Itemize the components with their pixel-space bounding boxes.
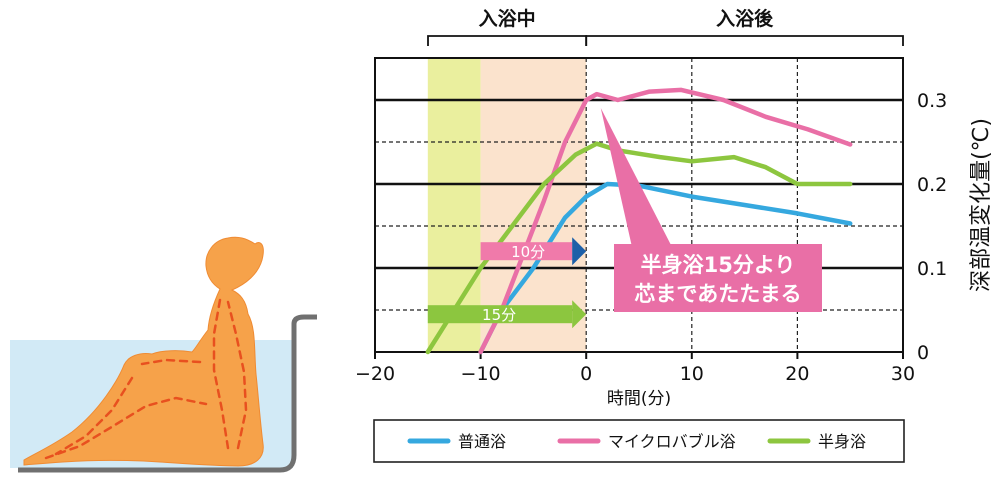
legend-label: マイクロバブル浴	[608, 432, 736, 451]
phase-bracket	[427, 35, 588, 46]
annotation-text: 半身浴15分より	[641, 253, 796, 277]
chart-area: −20 −10 0 10 20 3000.10.20.3時間(分)深部温変化量(℃)入浴中…	[355, 7, 994, 463]
annotation-pointer	[600, 108, 672, 247]
x-tick-label: 20	[785, 363, 809, 385]
legend-box	[373, 419, 905, 463]
flow-arrow	[140, 358, 202, 366]
phase-label: 入浴後	[716, 7, 774, 30]
duration-arrow-head	[572, 300, 587, 329]
shaded-region	[427, 58, 481, 352]
duration-arrow-head	[572, 237, 587, 266]
y-tick-label: 0.1	[917, 258, 947, 280]
x-tick-label: 0	[580, 363, 592, 385]
duration-arrow-label: 15分	[482, 306, 516, 324]
flow-arrow	[54, 376, 134, 456]
x-axis-title: 時間(分)	[607, 389, 671, 409]
phase-label: 入浴中	[479, 7, 536, 30]
x-tick-label: −20	[355, 363, 395, 385]
duration-arrow-body	[427, 305, 573, 324]
flow-arrow	[212, 298, 230, 450]
series-line	[425, 141, 853, 355]
plot-frame	[374, 57, 904, 353]
annotation-box	[614, 244, 822, 312]
y-tick-label: 0.3	[917, 90, 947, 112]
duration-arrow-body	[480, 242, 573, 261]
shaded-region	[480, 58, 587, 352]
duration-arrow-label: 10分	[511, 243, 545, 261]
legend-label: 半身浴	[818, 432, 866, 451]
x-tick-label: −10	[461, 363, 501, 385]
phase-bracket	[585, 35, 904, 46]
bathing-illustration	[10, 236, 317, 473]
y-tick-label: 0	[917, 342, 929, 364]
legend-label: 普通浴	[458, 432, 506, 451]
flow-arrow	[226, 300, 248, 450]
annotation-text: 芯まであたたまる	[634, 282, 801, 306]
flow-arrow	[44, 396, 208, 460]
y-axis-title: 深部温変化量(℃)	[969, 118, 994, 292]
x-tick-label: 10	[680, 363, 704, 385]
bathing-person	[23, 236, 264, 467]
series-line	[478, 181, 853, 355]
bathtub-outline	[18, 314, 317, 473]
y-tick-label: 0.2	[917, 174, 947, 196]
blood-flow-arrows	[44, 298, 248, 460]
x-tick-label: 30	[891, 363, 915, 385]
